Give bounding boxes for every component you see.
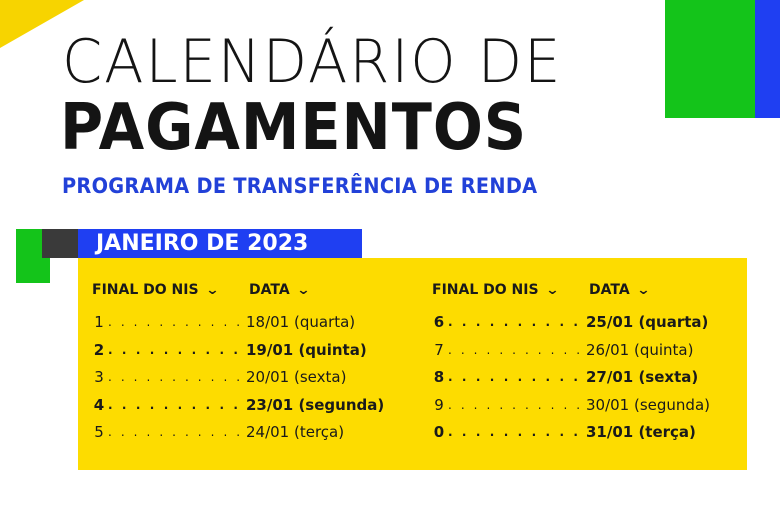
dot-leader: . . . . . . . . . . . . . . . . . . . . …	[108, 342, 246, 357]
nis-final-digit: 2	[93, 340, 105, 359]
schedule-row: 8. . . . . . . . . . . . . . . . . . . .…	[432, 365, 698, 389]
payment-date: 18/01 (quarta)	[246, 313, 356, 331]
dark-accent-block	[42, 229, 80, 258]
payment-date: 20/01 (sexta)	[246, 368, 347, 386]
chevron-down-icon: ⌄	[296, 283, 311, 298]
nis-final-digit: 9	[434, 395, 444, 414]
schedule-row: 9 . . . . . . . . . . . . . . . . . . . .…	[432, 393, 710, 417]
header-final-nis: FINAL DO NIS ⌄	[92, 282, 220, 298]
payment-date: 30/01 (segunda)	[586, 395, 710, 414]
dot-leader: . . . . . . . . . . . . . . . . . . . . …	[448, 315, 586, 329]
nis-final-digit: 3	[94, 368, 104, 386]
chevron-down-icon: ⌄	[204, 283, 220, 298]
green-decor-block	[665, 0, 755, 118]
blue-decor-block	[755, 0, 780, 118]
title-line-1: CALENDÁRIO DE	[62, 27, 563, 97]
header-data: DATA ⌄	[249, 282, 311, 298]
month-label: JANEIRO DE 2023	[96, 231, 309, 256]
dot-leader: . . . . . . . . . . . . . . . . . . . . …	[448, 397, 586, 412]
nis-final-digit: 6	[433, 313, 445, 331]
schedule-row: 5 . . . . . . . . . . . . . . . . . . . .…	[92, 420, 344, 444]
header-data-label: DATA	[249, 282, 290, 298]
payment-date: 23/01 (segunda)	[246, 395, 385, 414]
schedule-row: 3 . . . . . . . . . . . . . . . . . . . .…	[92, 365, 346, 389]
nis-final-digit: 5	[94, 423, 104, 441]
payment-date: 27/01 (sexta)	[586, 368, 699, 386]
schedule-panel: FINAL DO NIS ⌄ DATA ⌄ 1 . . . . . . . . . .…	[78, 258, 747, 470]
dot-leader: . . . . . . . . . . . . . . . . . . . . …	[108, 425, 246, 439]
schedule-row: 1 . . . . . . . . . . . . . . . . . . . .…	[92, 310, 355, 334]
schedule-row: 6. . . . . . . . . . . . . . . . . . . .…	[432, 310, 709, 334]
dot-leader: . . . . . . . . . . . . . . . . . . . . …	[448, 425, 586, 439]
schedule-row: 2. . . . . . . . . . . . . . . . . . . .…	[92, 338, 367, 362]
nis-final-digit: 1	[94, 313, 104, 331]
nis-final-digit: 7	[434, 340, 444, 359]
schedule-row: 4. . . . . . . . . . . . . . . . . . . .…	[92, 393, 384, 417]
payment-date: 31/01 (terça)	[586, 423, 696, 441]
schedule-row: 0. . . . . . . . . . . . . . . . . . . .…	[432, 420, 696, 444]
header-final-nis-label: FINAL DO NIS	[432, 282, 539, 298]
month-banner	[78, 229, 362, 258]
subtitle: PROGRAMA DE TRANSFERÊNCIA DE RENDA	[62, 174, 538, 198]
header-final-nis-label: FINAL DO NIS	[92, 282, 199, 298]
dot-leader: . . . . . . . . . . . . . . . . . . . . …	[108, 397, 246, 412]
header-final-nis: FINAL DO NIS ⌄	[432, 282, 560, 298]
dot-leader: . . . . . . . . . . . . . . . . . . . . …	[108, 315, 246, 329]
nis-final-digit: 8	[433, 368, 445, 386]
corner-yellow-shape	[0, 0, 84, 48]
dot-leader: . . . . . . . . . . . . . . . . . . . . …	[448, 370, 586, 384]
payment-date: 25/01 (quarta)	[586, 313, 709, 331]
nis-final-digit: 0	[433, 423, 445, 441]
payment-date: 24/01 (terça)	[246, 423, 345, 441]
chevron-down-icon: ⌄	[544, 283, 560, 298]
nis-final-digit: 4	[93, 395, 105, 414]
payment-date: 26/01 (quinta)	[586, 340, 694, 359]
header-data-label: DATA	[589, 282, 630, 298]
chevron-down-icon: ⌄	[636, 283, 651, 298]
schedule-row: 7 . . . . . . . . . . . . . . . . . . . .…	[432, 338, 693, 362]
title-line-2: PAGAMENTOS	[60, 91, 528, 165]
dot-leader: . . . . . . . . . . . . . . . . . . . . …	[108, 370, 246, 384]
header-data: DATA ⌄	[589, 282, 651, 298]
dot-leader: . . . . . . . . . . . . . . . . . . . . …	[448, 342, 586, 357]
payment-date: 19/01 (quinta)	[246, 340, 367, 359]
